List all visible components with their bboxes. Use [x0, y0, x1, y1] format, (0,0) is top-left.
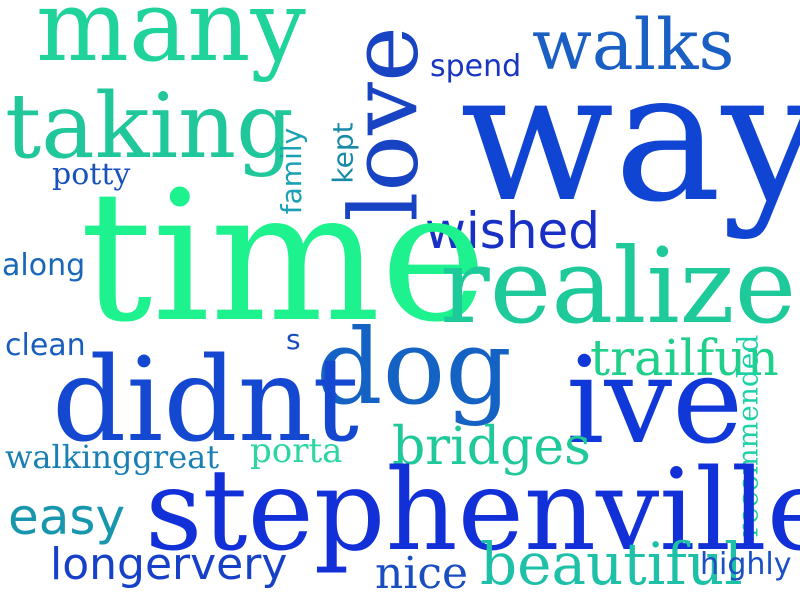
word-clean: clean — [5, 328, 86, 363]
word-ive: ive — [566, 332, 744, 471]
word-s: s — [286, 323, 301, 356]
word-nice: nice — [375, 548, 469, 599]
word-potty: potty — [52, 157, 131, 192]
word-beautiful: beautiful — [480, 530, 743, 598]
word-bridges: bridges — [392, 417, 591, 477]
word-taking: taking — [5, 74, 294, 179]
word-spend: spend — [430, 49, 522, 84]
word-trailfun: trailfun — [590, 329, 779, 387]
word-porta: porta — [250, 431, 343, 471]
word-highly: highly — [700, 547, 792, 582]
word-way: way — [460, 33, 800, 242]
word-dog: dog — [316, 306, 512, 428]
word-stephenville: stephenville — [145, 446, 800, 576]
word-longervery: longervery — [50, 539, 288, 590]
word-didnt: didnt — [52, 333, 359, 468]
word-walkinggreat: walkinggreat — [5, 438, 220, 476]
word-walks: walks — [532, 4, 735, 86]
word-time: time — [80, 153, 488, 362]
word-easy: easy — [8, 488, 126, 546]
word-realize: realize — [440, 225, 797, 347]
word-wished: wished — [425, 202, 601, 260]
word-many: many — [36, 0, 306, 84]
word-along: along — [2, 248, 86, 283]
